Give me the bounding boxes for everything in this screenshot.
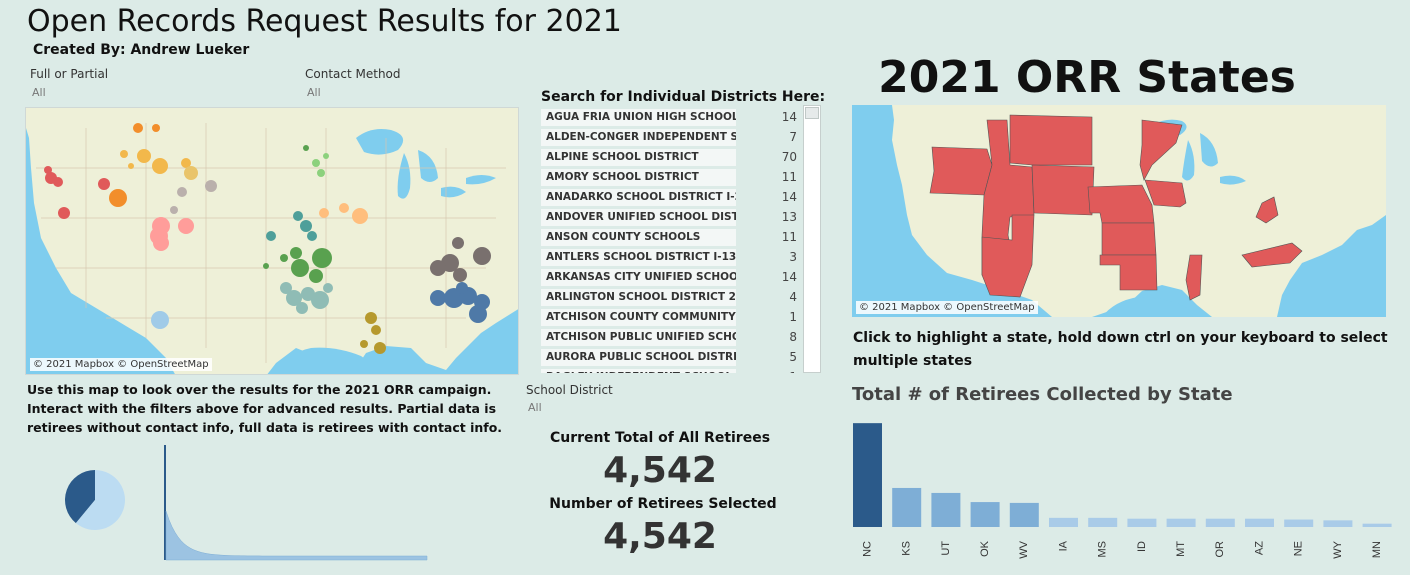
district-row[interactable]: ARLINGTON SCHOOL DISTRICT 24 4 <box>541 287 803 307</box>
bar-or[interactable] <box>1205 518 1235 527</box>
states-map-title: 2021 ORR States <box>878 52 1296 103</box>
bar-label: MN <box>1371 541 1383 558</box>
district-row[interactable]: ATCHISON COUNTY COMMUNITY U.. 1 <box>541 307 803 327</box>
bar-ne[interactable] <box>1284 519 1314 527</box>
district-distribution-histogram[interactable] <box>162 445 432 563</box>
map-attribution[interactable]: © 2021 Mapbox © OpenStreetMap <box>30 358 212 371</box>
bar-ks[interactable] <box>892 487 922 527</box>
district-count: 13 <box>781 210 797 224</box>
filter-contact-method-label: Contact Method <box>305 67 401 81</box>
district-count: 7 <box>789 130 797 144</box>
district-name: ALPINE SCHOOL DISTRICT <box>541 148 736 166</box>
district-count: 14 <box>781 190 797 204</box>
bar-ok[interactable] <box>970 502 1000 527</box>
bar-id[interactable] <box>1127 518 1157 527</box>
bar-label: MT <box>1175 541 1187 557</box>
bar-label: WY <box>1332 540 1344 558</box>
bar-wv[interactable] <box>1009 502 1039 527</box>
states-map-attribution[interactable]: © 2021 Mapbox © OpenStreetMap <box>856 301 1038 314</box>
total-retirees-label: Current Total of All Retirees <box>549 430 771 446</box>
district-count: 4 <box>789 290 797 304</box>
bar-label: ID <box>1136 541 1148 552</box>
district-count: 14 <box>781 270 797 284</box>
district-row[interactable]: ANDOVER UNIFIED SCHOOL DISTRI.. 13 <box>541 207 803 227</box>
bar-wy[interactable] <box>1323 520 1353 527</box>
district-count: 70 <box>781 150 797 164</box>
district-count: 8 <box>789 330 797 344</box>
district-search-title: Search for Individual Districts Here: <box>541 89 826 105</box>
bar-label: KS <box>901 541 913 556</box>
district-row[interactable]: AGUA FRIA UNION HIGH SCHOOL DI.. 14 <box>541 107 803 127</box>
district-name: ARKANSAS CITY UNIFIED SCHOOL D.. <box>541 268 736 286</box>
district-row[interactable]: BAGLEY INDEPENDENT SCHOOL DI.. 1 <box>541 367 803 373</box>
bar-label: MS <box>1097 541 1109 558</box>
bar-label: UT <box>940 541 952 556</box>
district-count: 1 <box>789 370 803 373</box>
district-row[interactable]: ATCHISON PUBLIC UNIFIED SCHOO.. 8 <box>541 327 803 347</box>
district-row[interactable]: ANSON COUNTY SCHOOLS 11 <box>541 227 803 247</box>
district-row[interactable]: ANTLERS SCHOOL DISTRICT I-13 3 <box>541 247 803 267</box>
pie-slice-full[interactable] <box>61 465 130 535</box>
district-count: 5 <box>789 350 797 364</box>
bar-label: IA <box>1057 540 1069 551</box>
pie-slice-partial[interactable] <box>60 465 110 524</box>
district-name: BAGLEY INDEPENDENT SCHOOL DI.. <box>541 368 736 373</box>
bar-label: AZ <box>1253 541 1265 555</box>
bar-az[interactable] <box>1245 518 1274 527</box>
district-row[interactable]: ALDEN-CONGER INDEPENDENT SC.. 7 <box>541 127 803 147</box>
selected-retirees-value: 4,542 <box>603 516 717 557</box>
filter-school-district-label: School District <box>526 383 613 397</box>
district-row[interactable]: AURORA PUBLIC SCHOOL DISTRICT .. 5 <box>541 347 803 367</box>
bar-mt[interactable] <box>1166 518 1196 527</box>
states-map-instructions: Click to highlight a state, hold down ct… <box>853 330 1388 369</box>
page-subtitle: Created By: Andrew Lueker <box>33 42 250 58</box>
total-retirees-value: 4,542 <box>603 450 717 491</box>
district-name: AURORA PUBLIC SCHOOL DISTRICT .. <box>541 348 736 366</box>
scrollbar-thumb[interactable] <box>805 107 819 119</box>
district-list-scrollbar[interactable] <box>803 105 821 373</box>
district-name: AMORY SCHOOL DISTRICT <box>541 168 736 186</box>
district-count: 1 <box>789 310 797 324</box>
district-row[interactable]: AMORY SCHOOL DISTRICT 11 <box>541 167 803 187</box>
district-name: ANDOVER UNIFIED SCHOOL DISTRI.. <box>541 208 736 226</box>
filter-full-partial-label: Full or Partial <box>30 67 109 81</box>
filter-contact-method-dropdown[interactable]: All <box>307 86 321 99</box>
page-title: Open Records Request Results for 2021 <box>27 4 622 39</box>
selected-retirees-label: Number of Retirees Selected <box>549 496 777 512</box>
bar-ms[interactable] <box>1088 517 1118 527</box>
district-count: 11 <box>781 170 797 184</box>
district-name: ANADARKO SCHOOL DISTRICT I-20 <box>541 188 736 206</box>
district-count: 3 <box>789 250 797 264</box>
district-name: AGUA FRIA UNION HIGH SCHOOL DI.. <box>541 108 736 126</box>
bar-label: NE <box>1293 541 1305 556</box>
district-row[interactable]: ANADARKO SCHOOL DISTRICT I-20 14 <box>541 187 803 207</box>
district-name: ARLINGTON SCHOOL DISTRICT 24 <box>541 288 736 306</box>
district-count: 14 <box>781 110 797 124</box>
bar-ia[interactable] <box>1049 517 1078 527</box>
bar-label: OK <box>979 540 991 557</box>
district-row[interactable]: ARKANSAS CITY UNIFIED SCHOOL D.. 14 <box>541 267 803 287</box>
district-name: ATCHISON PUBLIC UNIFIED SCHOO.. <box>541 328 736 346</box>
bar-label: NC <box>861 541 873 557</box>
district-name: ANTLERS SCHOOL DISTRICT I-13 <box>541 248 736 266</box>
bar-chart-title: Total # of Retirees Collected by State <box>852 384 1233 405</box>
district-count: 11 <box>781 230 797 244</box>
district-name: ANSON COUNTY SCHOOLS <box>541 228 736 246</box>
bar-mn[interactable] <box>1362 523 1392 527</box>
bar-label: OR <box>1214 541 1226 558</box>
results-map[interactable]: © 2021 Mapbox © OpenStreetMap <box>25 107 519 375</box>
bar-label: WV <box>1018 540 1030 558</box>
filter-school-district-dropdown[interactable]: All <box>528 401 542 414</box>
states-map[interactable]: © 2021 Mapbox © OpenStreetMap <box>852 105 1386 317</box>
district-list[interactable]: AGUA FRIA UNION HIGH SCHOOL DI..14ALDEN-… <box>541 107 803 373</box>
district-name: ATCHISON COUNTY COMMUNITY U.. <box>541 308 736 326</box>
bar-nc[interactable] <box>853 423 882 527</box>
district-row[interactable]: ALPINE SCHOOL DISTRICT 70 <box>541 147 803 167</box>
full-partial-pie-chart[interactable] <box>60 465 130 535</box>
retirees-by-state-bar-chart[interactable]: NC KS UT OK WV IA MS ID MT OR AZ NE WY MN <box>850 415 1395 575</box>
filter-full-partial-dropdown[interactable]: All <box>32 86 46 99</box>
map-description: Use this map to look over the results fo… <box>27 382 503 435</box>
bar-ut[interactable] <box>931 492 961 527</box>
district-name: ALDEN-CONGER INDEPENDENT SC.. <box>541 128 736 146</box>
